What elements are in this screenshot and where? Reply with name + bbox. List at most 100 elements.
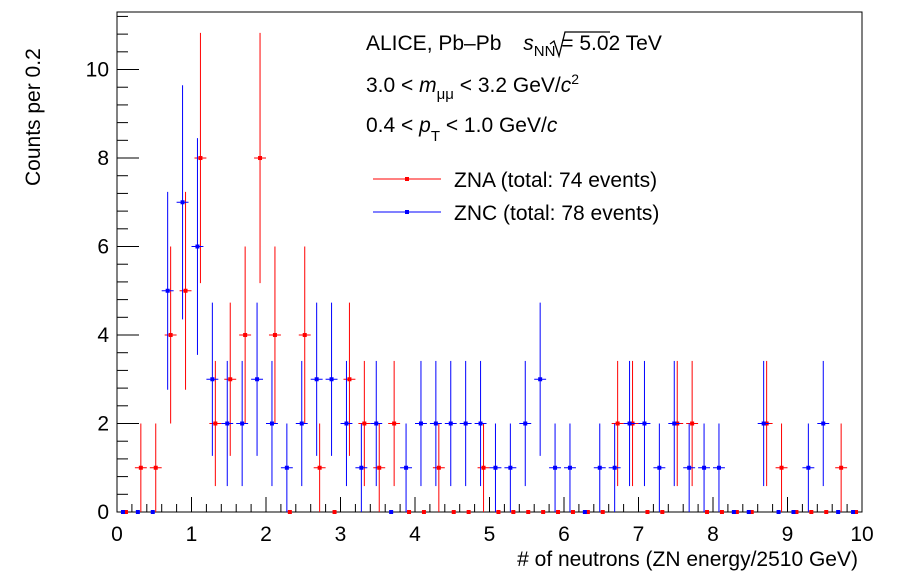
data-point [153,465,158,470]
data-point [463,421,468,426]
data-point [851,510,856,514]
data-point [180,200,185,205]
data-point [523,421,528,426]
data-point [436,465,441,470]
data-point [612,465,617,470]
data-point [407,510,412,514]
data-point [269,421,274,426]
data-point [240,421,245,426]
series-zna [123,32,859,514]
legend-entry-znc: ZNC (total: 78 events) [373,202,659,225]
data-point [433,421,438,426]
data-point [258,156,263,161]
data-point [761,421,766,426]
data-point [687,465,692,470]
data-point [570,510,575,514]
legend-entry-zna: ZNA (total: 74 events) [373,169,657,192]
data-point [123,510,128,514]
annotation-block: ALICE, Pb–Pb sNN = 5.02 TeV 3.0 < mμμ < … [366,31,662,145]
data-point [374,421,379,426]
x-tick-label: 4 [409,523,421,546]
x-axis-title: # of neutrons (ZN energy/2510 GeV) [517,548,858,571]
data-point [165,288,170,293]
annotation-energy: = 5.02 TeV [555,32,661,55]
data-point [508,465,513,470]
data-point [672,421,677,426]
data-point [615,421,620,426]
data-point [287,510,292,514]
data-point [779,465,784,470]
data-point [526,510,531,514]
data-point [404,465,409,470]
data-point [314,377,319,382]
sqrt-symbol [549,31,610,59]
y-tick-labels: 0 2 4 6 8 10 [86,59,110,524]
data-point [746,510,751,514]
data-point [150,510,155,514]
data-point [135,510,140,514]
data-point [272,333,277,338]
x-tick-label: 3 [335,523,347,546]
data-point [138,465,143,470]
legend-label-zna: ZNA (total: 74 events) [454,169,657,192]
data-point [642,421,647,426]
data-point [493,465,498,470]
series-layer [120,32,859,514]
data-point [690,421,695,426]
data-point [556,510,561,514]
data-point [329,377,334,382]
data-point [716,465,721,470]
data-point [839,465,844,470]
data-point [466,510,471,514]
data-point [821,421,826,426]
y-tick-label: 10 [86,59,109,82]
x-tick-label: 0 [111,523,123,546]
data-point [168,333,173,338]
x-tick-label: 8 [707,523,719,546]
x-tick-label: 9 [782,523,794,546]
data-point [213,421,218,426]
annotation-experiment: ALICE, Pb–Pb [366,32,507,55]
data-point [317,465,322,470]
y-tick-label: 0 [97,501,109,524]
data-point [120,510,125,514]
data-point [451,510,456,514]
data-point [392,421,397,426]
data-point [836,510,841,514]
data-point [496,510,501,514]
data-point [198,156,203,161]
annotation-pt-cut: 0.4 < pT < 1.0 GeV/c [366,114,558,145]
data-point [660,510,665,514]
data-point [389,510,394,514]
data-point [481,465,486,470]
annotation-sqrt-s: s [523,32,534,55]
legend-label-znc: ZNC (total: 78 events) [454,202,659,225]
data-point [776,510,781,514]
x-tick-label: 5 [484,523,496,546]
x-tick-label: 7 [633,523,645,546]
x-tick-label: 10 [850,523,873,546]
data-point [377,465,382,470]
data-point [824,510,829,514]
data-point [225,421,230,426]
data-point [359,465,364,470]
data-point [418,421,423,426]
data-point [719,510,724,514]
x-tick-label: 6 [558,523,570,546]
y-tick-label: 8 [97,147,109,170]
data-point [228,377,233,382]
data-point [362,421,367,426]
data-point [541,510,546,514]
data-point [731,510,736,514]
annotation-nn-sub: NN [534,43,556,60]
data-point [478,421,483,426]
x-tick-labels: 0 1 2 3 4 5 6 7 8 9 10 [111,523,874,546]
data-point [302,333,307,338]
data-point [511,510,516,514]
data-point [627,421,632,426]
axis-ticks [116,15,863,513]
y-tick-label: 2 [97,413,109,436]
data-point [538,377,543,382]
data-point [854,510,859,514]
